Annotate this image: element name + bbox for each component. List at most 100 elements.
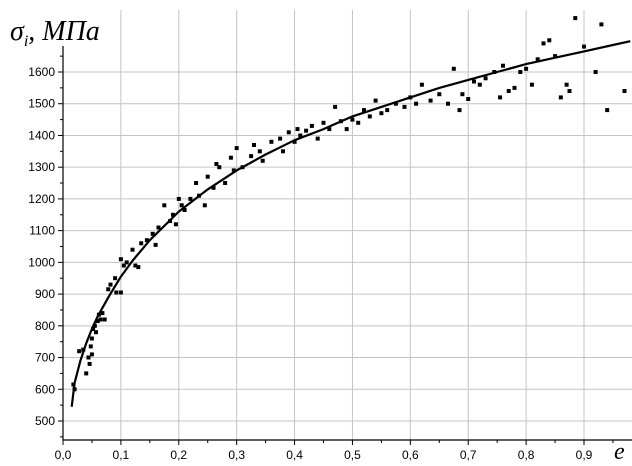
data-point-98 <box>506 89 511 93</box>
data-point-67 <box>315 136 320 141</box>
data-point-109 <box>567 89 572 93</box>
data-point-10 <box>91 327 96 331</box>
data-point-82 <box>408 95 413 100</box>
x-ticks: 0,0 0,1 0,2 0,3 0,4 0,5 0,6 0,7 0,8 0,9 <box>55 440 614 462</box>
data-point-62 <box>292 139 297 144</box>
data-point-41 <box>188 196 193 201</box>
data-point-96 <box>498 95 503 100</box>
data-point-104 <box>541 41 546 46</box>
data-point-4 <box>84 371 89 376</box>
data-point-16 <box>100 311 105 316</box>
data-point-28 <box>136 265 141 270</box>
data-point-19 <box>108 282 113 287</box>
data-point-68 <box>321 120 326 125</box>
x-tick-label-0,6: 0,6 <box>402 448 419 462</box>
data-point-38 <box>176 196 181 201</box>
data-point-101 <box>524 66 529 71</box>
data-point-7 <box>88 344 93 349</box>
data-point-13 <box>95 319 100 324</box>
data-point-39 <box>179 203 184 208</box>
data-point-32 <box>153 242 158 247</box>
y-tick-label-600: 600 <box>35 382 55 396</box>
data-point-21 <box>114 290 119 295</box>
data-point-20 <box>113 276 118 281</box>
data-point-14 <box>96 312 101 317</box>
data-point-17 <box>102 317 107 322</box>
data-point-57 <box>260 158 265 163</box>
data-point-89 <box>457 108 462 113</box>
x-axis-title: e <box>614 439 625 465</box>
data-point-61 <box>286 130 291 135</box>
data-point-51 <box>231 168 236 173</box>
data-point-56 <box>257 149 262 154</box>
data-point-112 <box>593 70 598 74</box>
data-point-110 <box>573 16 578 21</box>
data-point-105 <box>547 38 552 43</box>
data-point-36 <box>171 212 175 217</box>
data-point-43 <box>197 193 201 198</box>
data-point-70 <box>333 104 338 109</box>
data-point-50 <box>228 155 233 160</box>
y-tick-label-800: 800 <box>35 319 55 333</box>
svg-text:σi, МПа: σi, МПа <box>10 16 100 50</box>
y-tick-label-900: 900 <box>35 287 55 301</box>
data-point-75 <box>362 108 366 113</box>
data-point-63 <box>295 127 300 132</box>
data-point-46 <box>211 185 216 190</box>
data-point-65 <box>304 128 309 133</box>
data-point-12 <box>94 330 98 335</box>
data-points <box>71 16 627 392</box>
data-point-114 <box>605 108 610 113</box>
data-point-91 <box>466 97 471 101</box>
data-point-84 <box>419 82 424 87</box>
y-axis-unit: , МПа <box>28 16 100 47</box>
data-point-107 <box>558 95 563 100</box>
data-point-55 <box>252 143 256 147</box>
y-tick-label-1000: 1000 <box>28 255 55 269</box>
data-point-33 <box>156 225 161 230</box>
y-tick-label-1100: 1100 <box>29 224 55 238</box>
data-point-72 <box>344 127 349 132</box>
y-ticks: 500 600 700 800 900 1000 1100 1200 1300 1400 1500 1… <box>28 55 63 438</box>
data-point-97 <box>501 63 505 68</box>
data-point-31 <box>150 231 155 236</box>
data-point-23 <box>118 257 123 262</box>
data-point-80 <box>393 101 398 106</box>
data-point-54 <box>249 154 254 159</box>
data-point-86 <box>437 92 442 97</box>
y-tick-label-500: 500 <box>35 414 55 428</box>
data-point-3 <box>81 347 86 352</box>
data-point-88 <box>451 66 456 71</box>
data-point-66 <box>309 123 314 128</box>
data-point-76 <box>367 114 372 119</box>
data-point-9 <box>89 352 94 357</box>
data-point-102 <box>529 82 534 87</box>
data-point-60 <box>281 149 285 154</box>
data-point-27 <box>133 263 138 268</box>
data-point-34 <box>162 203 167 208</box>
data-point-92 <box>472 79 476 84</box>
data-point-93 <box>477 82 482 87</box>
data-point-79 <box>385 108 390 113</box>
data-point-0 <box>71 382 76 387</box>
data-point-77 <box>373 98 378 103</box>
x-tick-label-0,2: 0,2 <box>170 448 187 462</box>
data-point-1 <box>72 387 77 392</box>
data-point-47 <box>214 162 219 166</box>
data-point-40 <box>182 208 187 212</box>
data-point-6 <box>87 361 92 366</box>
y-tick-label-1500: 1500 <box>28 97 55 111</box>
data-point-94 <box>483 76 488 81</box>
x-tick-label-0,5: 0,5 <box>344 448 361 462</box>
data-point-100 <box>518 70 523 74</box>
x-tick-label-0,7: 0,7 <box>460 448 477 462</box>
data-point-49 <box>223 181 228 185</box>
data-point-58 <box>269 139 274 144</box>
data-point-78 <box>379 111 384 116</box>
data-point-18 <box>106 287 111 292</box>
x-tick-label-0,3: 0,3 <box>228 448 245 462</box>
data-point-8 <box>89 336 94 341</box>
data-point-95 <box>492 70 497 74</box>
